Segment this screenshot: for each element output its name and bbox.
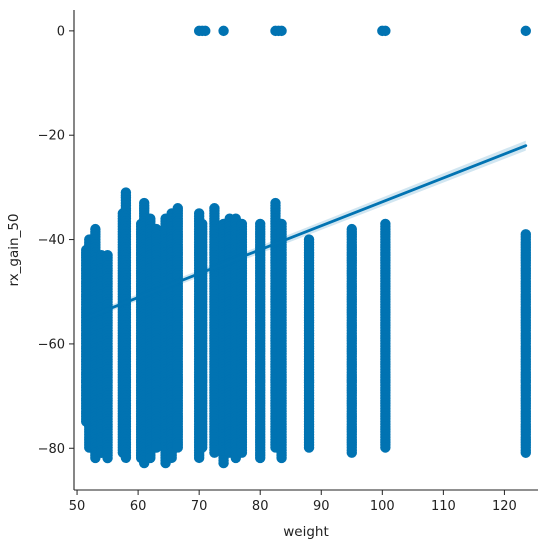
- data-point: [303, 442, 315, 453]
- data-point: [218, 457, 229, 469]
- point-column: [102, 250, 113, 464]
- y-ticks: 0 −20 −40 −60 −80: [38, 24, 74, 457]
- point-column: [197, 218, 208, 453]
- data-point: [193, 452, 205, 464]
- data-point: [197, 442, 208, 453]
- data-point: [151, 442, 162, 453]
- data-point: [145, 452, 156, 464]
- data-points: [81, 25, 531, 469]
- data-point: [218, 25, 229, 37]
- x-tick-label: 50: [69, 499, 86, 514]
- data-point: [120, 452, 132, 464]
- data-point: [166, 452, 177, 464]
- data-point: [209, 447, 220, 458]
- regression-line: [84, 144, 528, 320]
- point-column: [303, 234, 315, 453]
- y-tick-label: −20: [38, 129, 65, 144]
- data-point: [380, 25, 391, 37]
- y-axis-label: rx_gain_50: [6, 213, 22, 286]
- data-point: [520, 25, 531, 37]
- x-axis-label: weight: [283, 524, 329, 540]
- x-tick-label: 70: [191, 499, 208, 514]
- y-tick-label: −40: [38, 233, 65, 248]
- x-tick-label: 120: [492, 499, 517, 514]
- y-tick-label: 0: [57, 24, 65, 39]
- point-column: [255, 218, 266, 464]
- data-point: [200, 25, 211, 37]
- data-point: [520, 447, 531, 458]
- x-tick-label: 80: [252, 499, 269, 514]
- regression-layer: [84, 140, 528, 321]
- point-column: [520, 229, 531, 458]
- point-column: [151, 223, 162, 453]
- x-tick-label: 90: [313, 499, 330, 514]
- data-point: [255, 452, 266, 464]
- data-point: [380, 442, 391, 453]
- data-point: [276, 452, 287, 464]
- x-tick-label: 110: [431, 499, 456, 514]
- data-point: [346, 447, 357, 458]
- point-column: [236, 218, 248, 458]
- point-column: [346, 223, 357, 458]
- data-point: [172, 442, 183, 453]
- point-column: [276, 218, 287, 464]
- point-column: [380, 218, 391, 453]
- point-column: [209, 203, 220, 458]
- data-point: [102, 452, 113, 464]
- data-point: [276, 25, 287, 37]
- data-point: [236, 447, 248, 458]
- point-column: [120, 187, 132, 464]
- x-tick-label: 100: [370, 499, 395, 514]
- axes: [73, 10, 538, 491]
- point-column: [172, 203, 183, 453]
- x-tick-label: 60: [130, 499, 147, 514]
- x-ticks: 50 60 70 80 90 100 110 120: [69, 490, 517, 514]
- y-tick-label: −80: [38, 442, 65, 457]
- y-tick-label: −60: [38, 337, 65, 352]
